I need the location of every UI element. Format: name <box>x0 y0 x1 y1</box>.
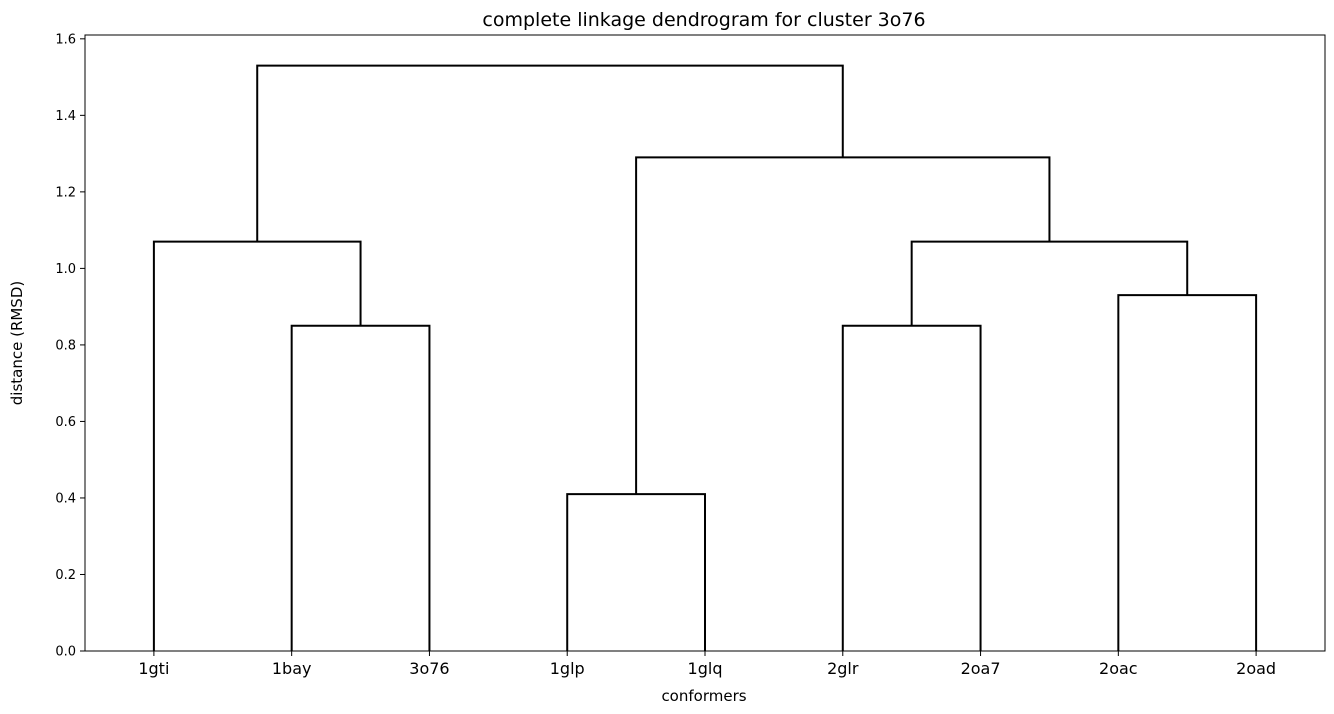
y-tick-label: 0.4 <box>55 491 76 506</box>
y-tick-label: 0.0 <box>55 645 76 660</box>
x-axis-label: conformers <box>661 687 746 705</box>
merge-link-8 <box>256 64 844 242</box>
chart-title: complete linkage dendrogram for cluster … <box>482 9 925 31</box>
y-tick-label: 0.8 <box>55 338 76 353</box>
leaf-label-1gti: 1gti <box>138 659 169 678</box>
y-axis-ticks: 0.0 0.2 0.4 0.6 0.8 1.0 1.2 1.4 1.6 <box>55 32 85 660</box>
merge-link-2 <box>290 324 431 651</box>
leaf-label-2oac: 2oac <box>1099 659 1138 678</box>
y-axis-label: distance (RMSD) <box>8 281 26 405</box>
leaf-label-1bay: 1bay <box>272 659 312 678</box>
merge-link-1 <box>566 493 706 651</box>
y-tick-label: 1.2 <box>55 185 76 200</box>
x-axis-ticks: 1gti 1bay 3o76 1glp 1glq 2glr 2oa7 2oac 2oad <box>138 651 1276 678</box>
y-tick-label: 1.6 <box>55 32 76 47</box>
leaf-label-2glr: 2glr <box>827 659 859 678</box>
y-tick-label: 0.6 <box>55 415 76 430</box>
dendrogram-links <box>152 64 1258 651</box>
y-tick-label: 1.4 <box>55 109 76 124</box>
leaf-label-1glq: 1glq <box>688 659 723 678</box>
leaf-label-2oa7: 2oa7 <box>961 659 1001 678</box>
merge-link-4 <box>1117 294 1258 651</box>
leaf-label-2oad: 2oad <box>1236 659 1276 678</box>
leaf-label-3o76: 3o76 <box>409 659 449 678</box>
y-tick-label: 0.2 <box>55 568 76 583</box>
merge-link-3 <box>841 324 982 651</box>
merge-link-6 <box>910 240 1189 326</box>
plot-frame <box>84 34 1326 652</box>
merge-link-5 <box>152 240 362 651</box>
y-tick-label: 1.0 <box>55 262 76 277</box>
leaf-label-1glp: 1glp <box>550 659 585 678</box>
